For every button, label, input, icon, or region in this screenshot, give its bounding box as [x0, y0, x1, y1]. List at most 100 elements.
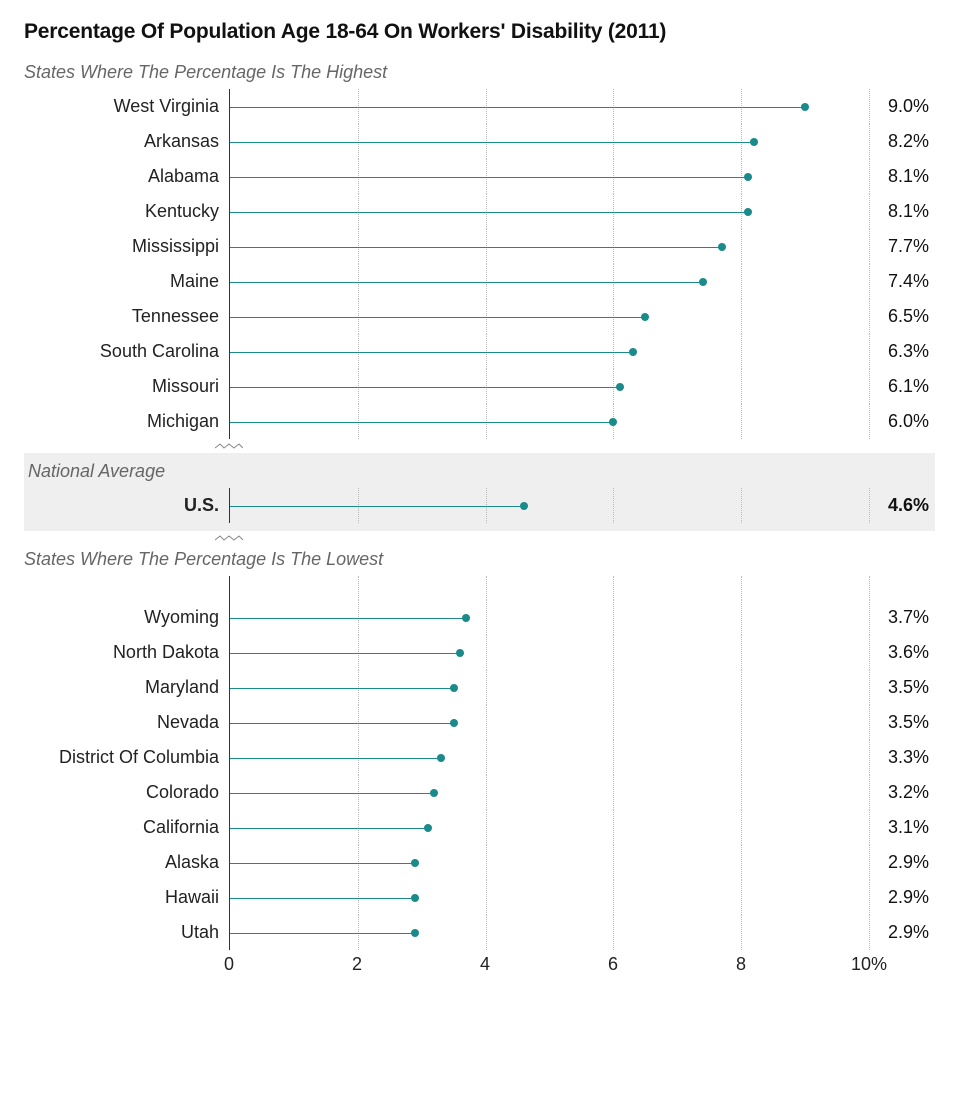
- data-row: Kentucky8.1%: [24, 194, 935, 229]
- data-row: Colorado 3.2%: [24, 775, 935, 810]
- data-row: Tennessee 6.5%: [24, 299, 935, 334]
- row-label: Arkansas: [24, 131, 229, 152]
- x-tick-label: 10%: [851, 954, 887, 975]
- chart-title: Percentage Of Population Age 18-64 On Wo…: [24, 20, 935, 44]
- row-value: 3.3%: [869, 747, 935, 768]
- row-value: 3.5%: [869, 712, 935, 733]
- row-value: 6.0%: [869, 411, 935, 432]
- dot: [424, 824, 432, 832]
- row-value: 2.9%: [869, 887, 935, 908]
- data-row: Hawaii 2.9%: [24, 880, 935, 915]
- row-value: 3.1%: [869, 817, 935, 838]
- data-row: Mississippi7.7%: [24, 229, 935, 264]
- stem: [230, 352, 633, 353]
- row-plot: [229, 299, 869, 334]
- section-national: National Average U.S. 4.6%: [24, 453, 935, 531]
- row-plot: [229, 915, 869, 950]
- row-value: 3.6%: [869, 642, 935, 663]
- row-label: Maryland: [24, 677, 229, 698]
- data-row: California3.1%: [24, 810, 935, 845]
- stem: [230, 247, 722, 248]
- dot: [718, 243, 726, 251]
- dot: [462, 614, 470, 622]
- row-value: 8.1%: [869, 166, 935, 187]
- dot: [616, 383, 624, 391]
- row-value: 6.3%: [869, 341, 935, 362]
- row-label: Colorado: [24, 782, 229, 803]
- axis-break-icon: [24, 531, 935, 545]
- x-axis: 0246810%: [24, 950, 935, 980]
- row-value: 6.1%: [869, 376, 935, 397]
- data-row: South Carolina 6.3%: [24, 334, 935, 369]
- dot: [520, 502, 528, 510]
- dot: [801, 103, 809, 111]
- row-plot: [229, 124, 869, 159]
- row-label: Hawaii: [24, 887, 229, 908]
- data-row: North Dakota 3.6%: [24, 635, 935, 670]
- dot: [411, 929, 419, 937]
- data-row: Wyoming3.7%: [24, 600, 935, 635]
- dot: [744, 173, 752, 181]
- section-label-highest: States Where The Percentage Is The Highe…: [24, 62, 935, 83]
- data-row: Nevada 3.5%: [24, 705, 935, 740]
- row-label: Tennessee: [24, 306, 229, 327]
- row-label: Michigan: [24, 411, 229, 432]
- row-plot: [229, 334, 869, 369]
- data-row: Utah2.9%: [24, 915, 935, 950]
- stem: [230, 506, 524, 507]
- row-plot: [229, 229, 869, 264]
- row-label: Wyoming: [24, 607, 229, 628]
- stem: [230, 793, 434, 794]
- dot: [437, 754, 445, 762]
- stem: [230, 898, 415, 899]
- row-label: Utah: [24, 922, 229, 943]
- row-plot: [229, 404, 869, 439]
- x-tick-label: 0: [224, 954, 234, 975]
- row-plot: [229, 369, 869, 404]
- stem: [230, 282, 703, 283]
- row-label: South Carolina: [24, 341, 229, 362]
- row-label: U.S.: [24, 495, 229, 516]
- stem: [230, 177, 748, 178]
- x-tick-label: 8: [736, 954, 746, 975]
- row-plot: [229, 194, 869, 229]
- dot: [609, 418, 617, 426]
- dot: [411, 894, 419, 902]
- row-value: 3.2%: [869, 782, 935, 803]
- stem: [230, 107, 805, 108]
- dot: [411, 859, 419, 867]
- section-highest: West Virginia9.0%Arkansas8.2% Alabama 8.1%…: [24, 89, 935, 439]
- stem: [230, 863, 415, 864]
- section-label-lowest: States Where The Percentage Is The Lowes…: [24, 549, 935, 570]
- row-plot: [229, 705, 869, 740]
- row-plot: [229, 264, 869, 299]
- x-tick-label: 4: [480, 954, 490, 975]
- section-label-national: National Average: [24, 461, 935, 482]
- dot: [629, 348, 637, 356]
- row-label: Kentucky: [24, 201, 229, 222]
- axis-break-icon: [24, 439, 935, 453]
- row-label: North Dakota: [24, 642, 229, 663]
- data-row: Michigan 6.0%: [24, 404, 935, 439]
- row-plot: [229, 635, 869, 670]
- row-label: Nevada: [24, 712, 229, 733]
- row-value: 6.5%: [869, 306, 935, 327]
- row-label: Missouri: [24, 376, 229, 397]
- row-value: 4.6%: [869, 495, 935, 516]
- row-plot: [229, 159, 869, 194]
- x-tick-label: 2: [352, 954, 362, 975]
- data-row: U.S. 4.6%: [24, 488, 935, 523]
- data-row: West Virginia9.0%: [24, 89, 935, 124]
- data-row: Arkansas8.2%: [24, 124, 935, 159]
- data-row: Alabama 8.1%: [24, 159, 935, 194]
- stem: [230, 618, 466, 619]
- stem: [230, 688, 454, 689]
- section-lowest: Wyoming3.7%North Dakota3.6%Maryland3.5%N…: [24, 600, 935, 950]
- row-label: Alabama: [24, 166, 229, 187]
- row-plot: [229, 880, 869, 915]
- data-row: Missouri 6.1%: [24, 369, 935, 404]
- stem: [230, 212, 748, 213]
- dot: [641, 313, 649, 321]
- stem: [230, 723, 454, 724]
- row-value: 7.4%: [869, 271, 935, 292]
